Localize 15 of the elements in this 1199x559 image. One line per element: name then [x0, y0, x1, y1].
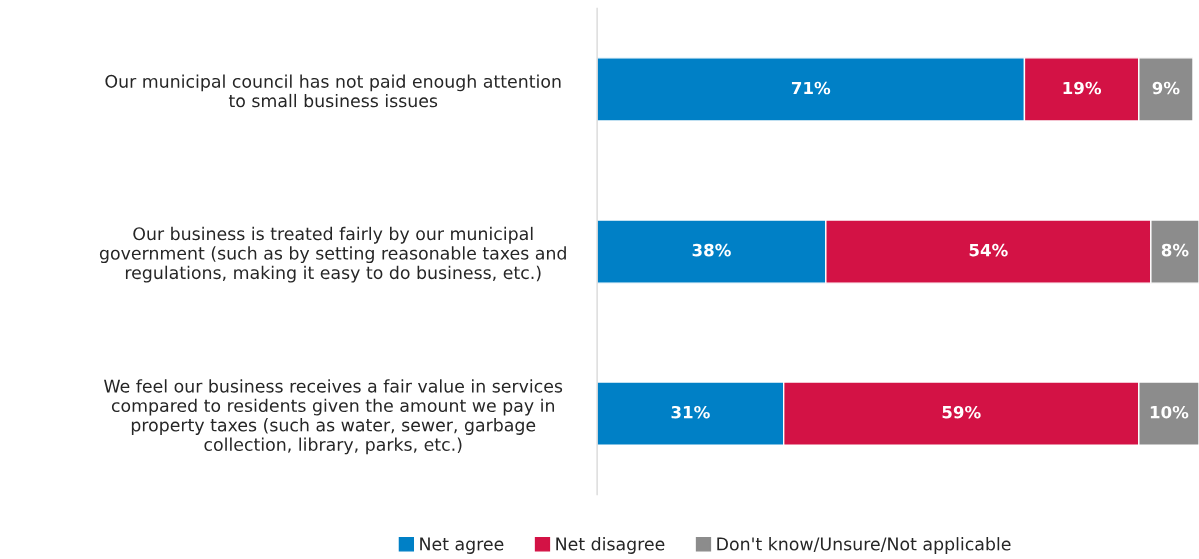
- data-label: 9%: [1152, 81, 1180, 95]
- data-label: 10%: [1150, 405, 1189, 419]
- data-label: 54%: [969, 243, 1008, 257]
- data-label: 38%: [692, 243, 731, 257]
- legend-label: Don't know/Unsure/Not applicable: [717, 537, 1011, 554]
- legend-label: Net agree: [420, 537, 504, 554]
- y-tick-label: We feel our business receives a fair value in services compared to residents given the amount we pay in property taxes (such as water, sewer, garbage collection, library, parks, etc.): [104, 379, 563, 455]
- y-tick-label: Our municipal council has not paid enough attention to small business issues: [105, 74, 561, 108]
- data-label: 31%: [671, 405, 710, 419]
- y-tick-label: Our business is treated fairly by our municipal government (such as by setting reasonable taxes and regulations, making it easy to do business, etc.): [99, 226, 566, 283]
- data-label: 19%: [1063, 81, 1102, 95]
- data-label: 8%: [1161, 243, 1189, 257]
- legend-label: Net disagree: [556, 537, 665, 554]
- data-label: 59%: [942, 405, 981, 419]
- data-label: 71%: [791, 81, 831, 95]
